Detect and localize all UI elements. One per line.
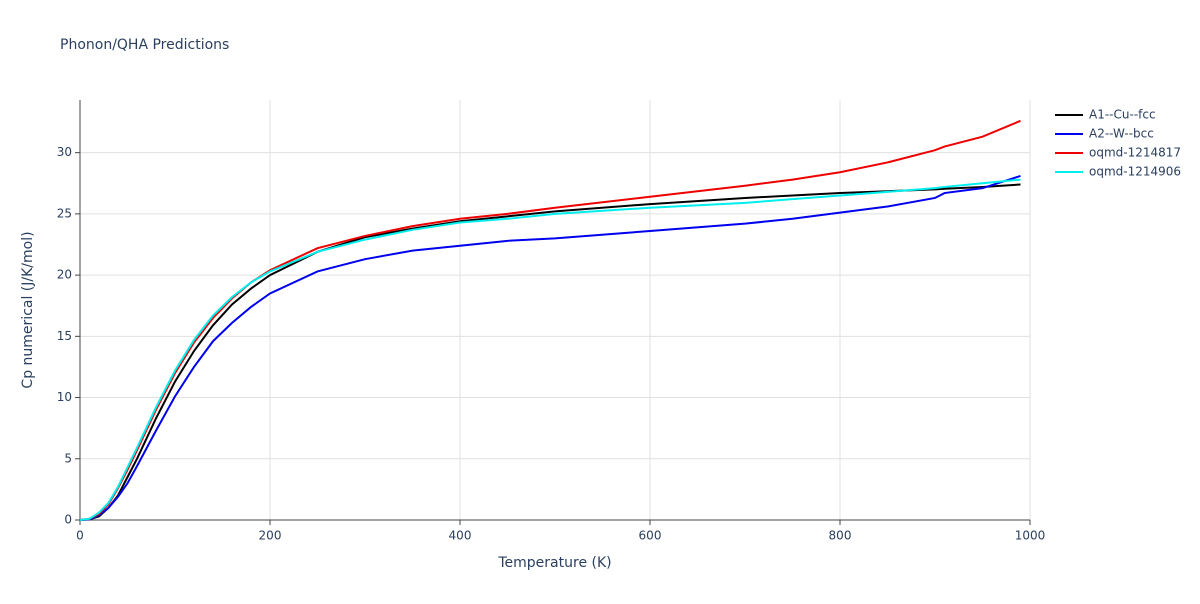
y-tick-label: 0: [64, 513, 72, 527]
y-axis-label: Cp numerical (J/K/mol): [20, 231, 36, 388]
y-tick-label: 10: [57, 390, 72, 404]
legend-label: A1--Cu--fcc: [1089, 108, 1156, 122]
legend-label: oqmd-1214817: [1089, 146, 1181, 160]
legend-label: oqmd-1214906: [1089, 165, 1181, 179]
line-series: [79, 119, 1021, 521]
legend-label: A2--W--bcc: [1089, 127, 1154, 141]
y-tick-label: 30: [57, 145, 72, 159]
x-tick-label: 600: [639, 529, 662, 543]
x-tick-label: 200: [259, 529, 282, 543]
y-tick-label: 5: [64, 451, 72, 465]
chart-title: Phonon/QHA Predictions: [60, 37, 229, 53]
y-tick-label: 15: [57, 329, 72, 343]
x-tick-label: 800: [829, 529, 852, 543]
y-tick-label: 20: [57, 268, 72, 282]
line-series: [79, 183, 1021, 521]
x-tick-label: 400: [449, 529, 472, 543]
y-tick-label: 25: [57, 206, 72, 220]
line-series: [79, 178, 1021, 521]
x-tick-label: 0: [76, 529, 84, 543]
line-series: [79, 174, 1021, 521]
x-tick-label: 1000: [1015, 529, 1046, 543]
x-axis-label: Temperature (K): [497, 555, 611, 571]
